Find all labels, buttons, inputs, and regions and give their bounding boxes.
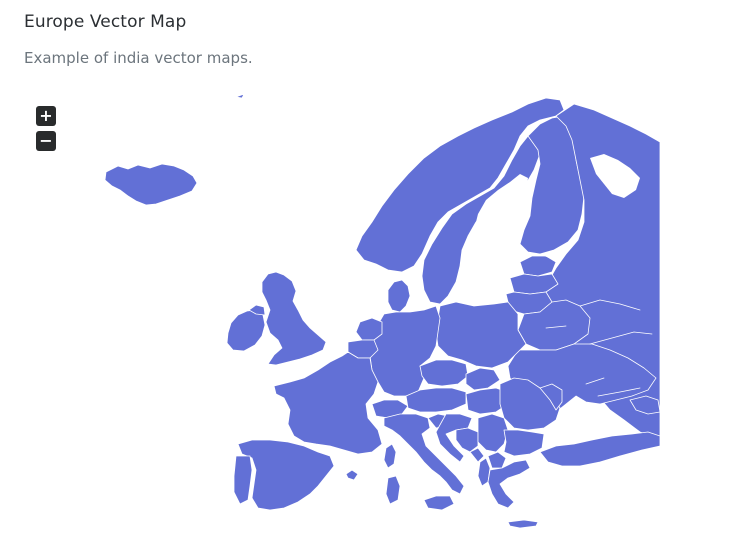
country-moldova[interactable] (539, 383, 563, 411)
country-france[interactable] (273, 351, 383, 455)
country-denmark[interactable] (387, 279, 411, 313)
country-austria[interactable] (405, 387, 467, 413)
country-spain[interactable] (237, 439, 335, 511)
island-balearic[interactable] (345, 469, 359, 481)
country-italy[interactable] (383, 413, 465, 495)
zoom-out-button[interactable]: − (36, 131, 56, 151)
country-ireland[interactable] (226, 309, 266, 352)
country-turkey[interactable] (539, 431, 661, 467)
island-sardinia[interactable] (385, 475, 401, 505)
island-jan-mayen[interactable] (235, 93, 245, 99)
country-northern-ireland[interactable] (248, 304, 266, 316)
country-slovakia[interactable] (465, 367, 501, 391)
country-portugal[interactable] (233, 455, 253, 505)
zoom-in-button[interactable]: + (36, 106, 56, 126)
island-crete[interactable] (507, 519, 539, 529)
country-switzerland[interactable] (371, 399, 409, 419)
country-norway[interactable] (355, 97, 565, 273)
country-bulgaria[interactable] (503, 429, 545, 457)
country-united-kingdom[interactable] (261, 271, 327, 366)
country-north-macedonia[interactable] (487, 451, 507, 469)
country-poland[interactable] (435, 301, 527, 369)
card-title: Europe Vector Map (24, 12, 187, 32)
country-croatia[interactable] (435, 413, 473, 463)
card-subtitle: Example of india vector maps. (24, 49, 253, 67)
border-lines (539, 253, 653, 397)
europe-map[interactable] (0, 80, 751, 552)
island-sicily[interactable] (423, 495, 455, 511)
country-iceland[interactable] (104, 163, 198, 206)
country-czechia[interactable] (419, 359, 469, 387)
country-estonia[interactable] (519, 255, 557, 277)
country-bosnia[interactable] (455, 427, 479, 453)
country-georgia[interactable] (629, 395, 661, 415)
country-montenegro[interactable] (469, 447, 485, 463)
europe-map-svg[interactable] (0, 80, 751, 552)
white-sea (590, 154, 640, 198)
baltic-sea (458, 174, 528, 306)
country-netherlands[interactable] (355, 317, 383, 341)
country-serbia[interactable] (477, 413, 509, 453)
island-corsica[interactable] (383, 443, 397, 469)
country-greece[interactable] (487, 459, 531, 509)
